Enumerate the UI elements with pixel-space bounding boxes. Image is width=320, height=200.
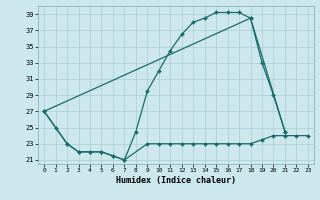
X-axis label: Humidex (Indice chaleur): Humidex (Indice chaleur) xyxy=(116,176,236,185)
